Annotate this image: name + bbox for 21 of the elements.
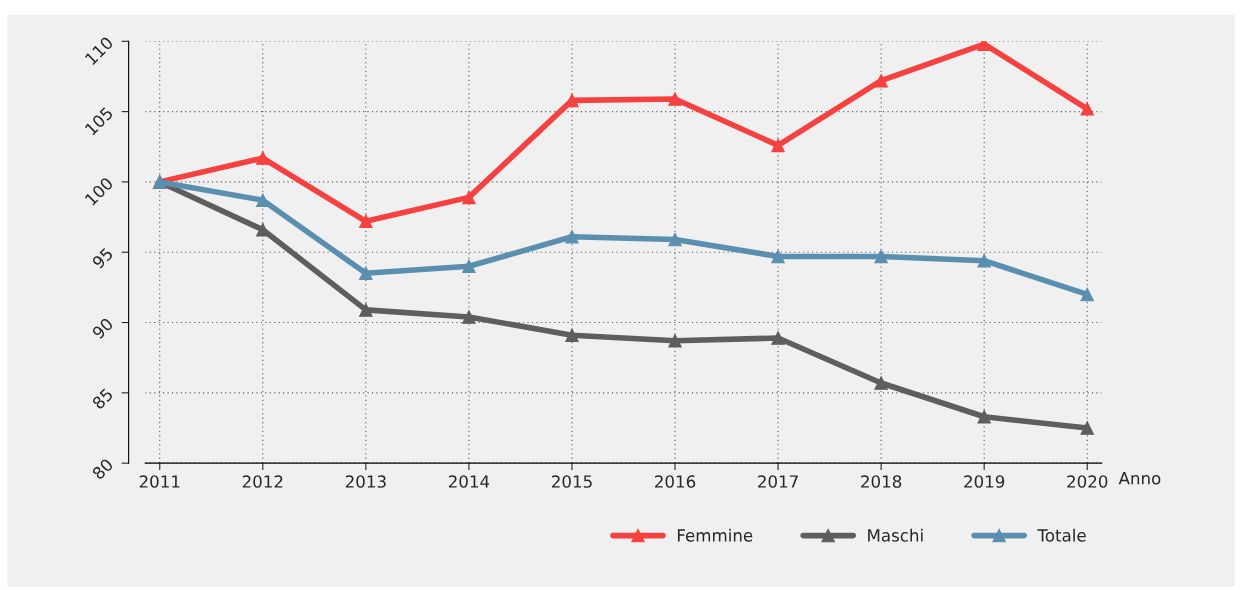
y-tick-label: 100 bbox=[84, 176, 114, 206]
legend-label: Totale bbox=[1037, 528, 1086, 542]
x-tick-label: 2017 bbox=[758, 475, 798, 488]
x-tick-label: 2012 bbox=[242, 475, 283, 488]
x-tick-label: 2015 bbox=[551, 475, 592, 488]
y-tick-label: 80 bbox=[91, 457, 114, 481]
y-tick-label: 85 bbox=[91, 387, 114, 410]
y-tick-label: 105 bbox=[84, 106, 114, 136]
legend-label: Femmine bbox=[677, 528, 753, 542]
x-tick-label: 2013 bbox=[345, 475, 386, 488]
y-tick-label: 95 bbox=[91, 247, 114, 270]
x-axis-title: Anno bbox=[1118, 472, 1161, 485]
x-tick-label: 2016 bbox=[655, 475, 696, 488]
y-tick-label: 90 bbox=[91, 317, 114, 340]
x-tick-label: 2020 bbox=[1067, 475, 1108, 488]
x-tick-label: 2019 bbox=[964, 475, 1005, 488]
legend-label: Maschi bbox=[868, 528, 923, 542]
y-tick-label: 110 bbox=[84, 35, 114, 66]
x-tick-label: 2018 bbox=[861, 475, 902, 488]
x-tick-label: 2014 bbox=[448, 475, 490, 488]
x-tick-label: 2011 bbox=[139, 475, 180, 488]
